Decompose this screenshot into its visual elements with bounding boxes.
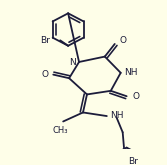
Text: NH: NH — [110, 111, 123, 120]
Text: Br: Br — [40, 36, 50, 45]
Text: O: O — [133, 92, 140, 101]
Text: CH₃: CH₃ — [52, 126, 68, 135]
Text: O: O — [41, 70, 48, 79]
Text: Br: Br — [128, 157, 138, 165]
Text: O: O — [120, 36, 127, 45]
Text: NH: NH — [124, 68, 137, 77]
Text: N: N — [69, 58, 76, 67]
